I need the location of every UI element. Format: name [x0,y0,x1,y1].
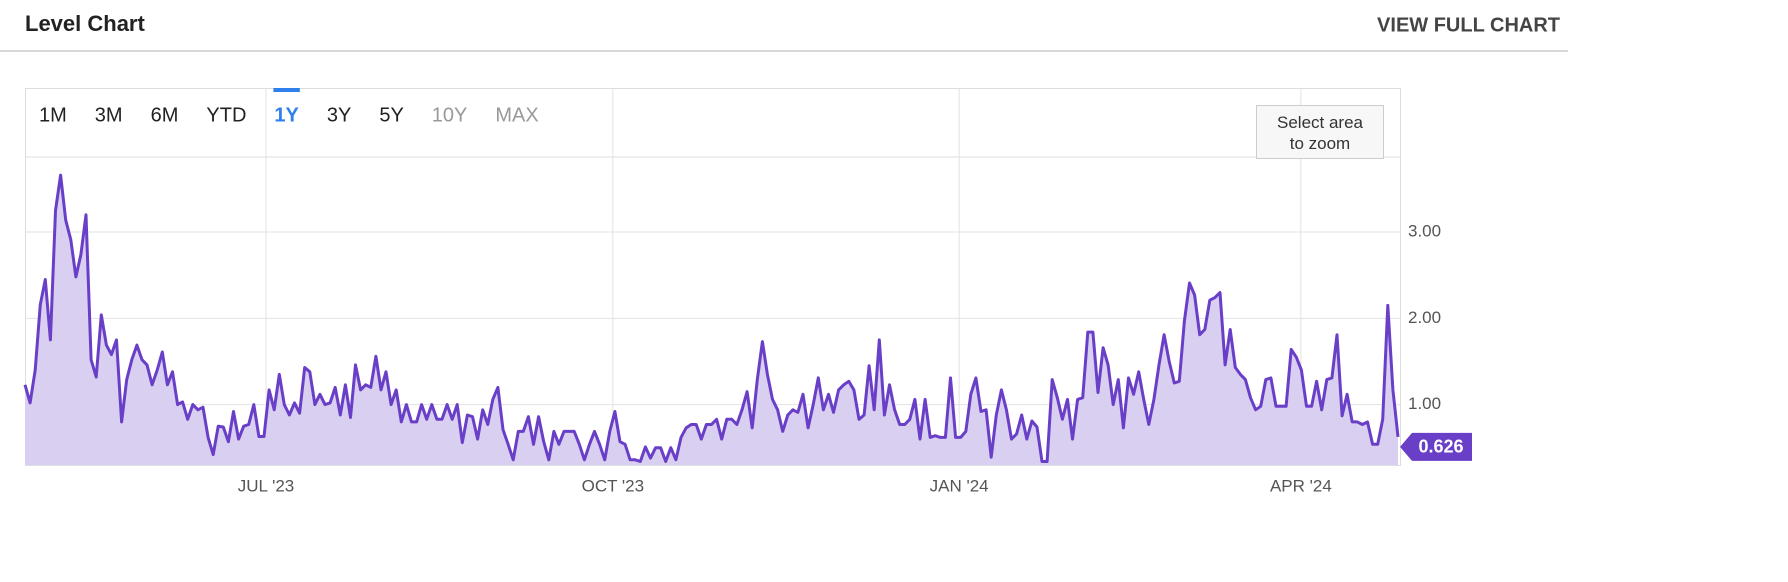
range-button: MAX [495,104,538,126]
range-button[interactable]: 1M [39,104,67,126]
page-title: Level Chart [25,11,145,36]
y-tick-label: 1.00 [1408,394,1441,413]
range-button[interactable]: 3Y [327,104,351,126]
last-value-badge [1400,432,1472,461]
range-button[interactable]: YTD [206,104,246,126]
last-value-label: 0.626 [1418,437,1463,457]
x-tick-label: JUL '23 [238,476,294,495]
range-button[interactable]: 6M [151,104,179,126]
selected-indicator [273,88,300,92]
zoom-hint: Select area to zoom [1256,105,1384,159]
range-button[interactable]: 5Y [379,104,403,126]
y-tick-label: 3.00 [1408,222,1441,241]
x-tick-label: OCT '23 [582,476,644,495]
chart-frame [25,88,1401,466]
x-tick-label: APR '24 [1270,476,1332,495]
y-tick-label: 2.00 [1408,308,1441,327]
series-line [23,173,1400,463]
view-full-chart[interactable]: VIEW FULL CHART [1377,14,1560,36]
range-button[interactable]: 1Y [274,104,299,126]
range-button: 10Y [432,104,468,126]
x-tick-label: JAN '24 [930,476,989,495]
range-button[interactable]: 3M [95,104,123,126]
